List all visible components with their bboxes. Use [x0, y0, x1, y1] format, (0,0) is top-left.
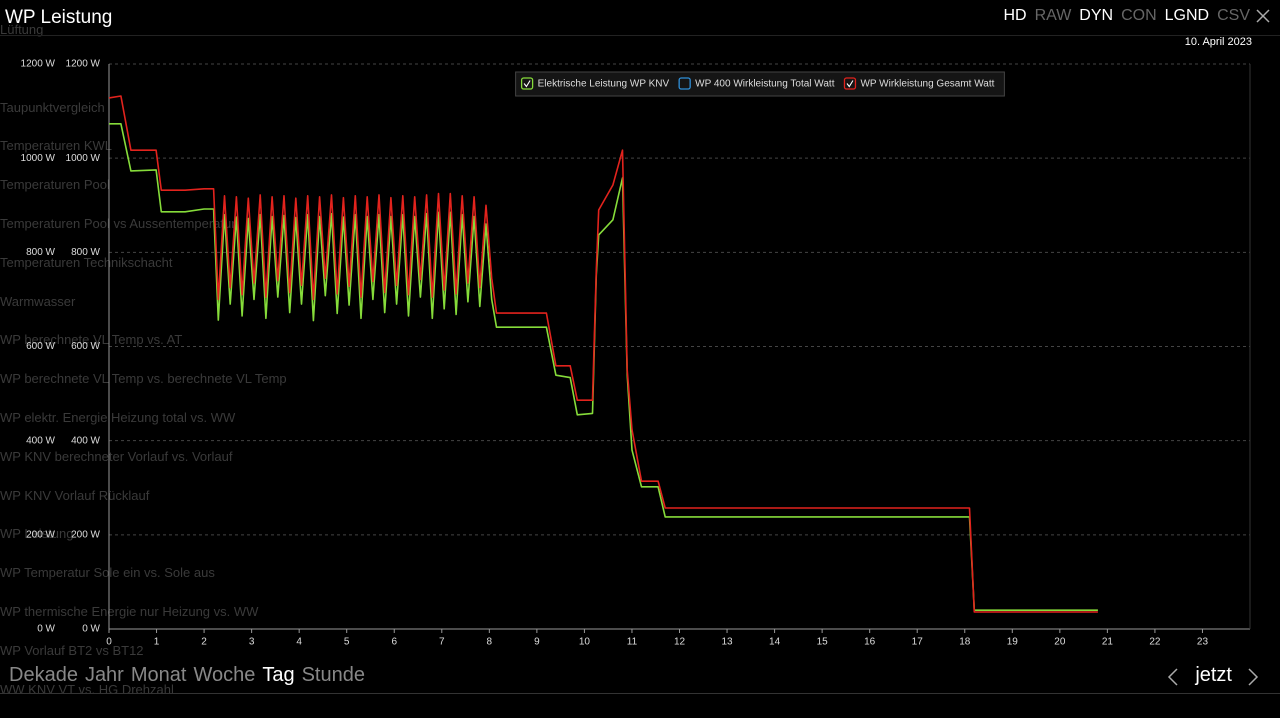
header-separator — [0, 35, 1280, 36]
y-tick-label: 600 W — [26, 341, 55, 352]
footer-separator — [0, 693, 1280, 694]
x-tick-label: 22 — [1149, 637, 1161, 648]
legend-label: Elektrische Leistung WP KNV — [538, 79, 670, 90]
x-tick-label: 9 — [534, 637, 540, 648]
x-tick-label: 19 — [1007, 637, 1019, 648]
y-tick-label: 1000 W — [21, 153, 56, 164]
y2-tick-label: 600 W — [71, 341, 100, 352]
menu-item[interactable]: Temperaturen KWL — [0, 138, 112, 154]
y-tick-label: 0 W — [37, 624, 55, 635]
menu-item[interactable]: Taupunktvergleich — [0, 99, 105, 115]
menu-item[interactable]: WP Temperatur Sole ein vs. Sole aus — [0, 565, 215, 581]
date: 10. April 2023 — [1184, 36, 1252, 48]
menu: Lüftung Taupunktvergleich Temperaturen KWL… — [0, 20, 287, 718]
x-tick-label: 4 — [296, 637, 302, 648]
legend: Elektrische Leistung WP KNV WP 400 Wirkle… — [515, 71, 1005, 97]
menu-item[interactable]: Warmwasser — [0, 293, 76, 309]
y-tick-label: 400 W — [26, 435, 55, 446]
x-tick-label: 14 — [769, 637, 781, 648]
legend-check — [523, 80, 531, 88]
toggle[interactable]: RAW — [1034, 7, 1072, 24]
legend-swatch — [520, 77, 534, 90]
x-tick-label: 6 — [391, 637, 397, 648]
range-button[interactable]: Tag — [262, 664, 295, 686]
legend-label: WP 400 Wirkleistung Total Watt — [695, 79, 835, 90]
toggle[interactable]: LGND — [1164, 7, 1210, 24]
x-tick-label: 21 — [1102, 637, 1114, 648]
legend-swatch — [678, 77, 691, 90]
series-line — [108, 95, 1098, 613]
x-tick-label: 12 — [674, 637, 686, 648]
toggle[interactable]: CSV — [1217, 7, 1250, 24]
range-button[interactable]: Woche — [193, 664, 256, 686]
toggle[interactable]: HD — [1003, 7, 1027, 24]
prev-arrow[interactable] — [1166, 667, 1180, 687]
range-button[interactable]: Jahr — [84, 664, 124, 686]
x-tick-label: 23 — [1197, 637, 1209, 648]
toggles: HD RAW DYN CON LGND CSV — [1003, 7, 1250, 25]
y-tick-label: 200 W — [26, 529, 55, 540]
x-tick-label: 13 — [721, 637, 733, 648]
menu-item[interactable]: WP berechnete VL Temp vs. AT — [0, 332, 183, 348]
y2-tick-label: 400 W — [71, 435, 100, 446]
menu-item[interactable]: WP Leistung — [0, 526, 74, 542]
x-tick-label: 11 — [627, 637, 638, 648]
toggle[interactable]: CON — [1121, 7, 1157, 24]
toggle[interactable]: DYN — [1079, 7, 1114, 24]
x-tick-label: 15 — [817, 637, 829, 648]
x-tick-label: 0 — [106, 637, 112, 648]
menu-item[interactable]: WP elektr. Energie Heizung total vs. WW — [0, 409, 236, 425]
menu-item[interactable]: WP thermische Energie nur Heizung vs. WW — [0, 603, 259, 619]
y2-tick-label: 1000 W — [66, 153, 101, 164]
menu-item[interactable]: Lüftung — [0, 22, 44, 37]
series-line — [109, 123, 1098, 611]
x-tick-label: 20 — [1054, 637, 1066, 648]
y2-tick-label: 1200 W — [66, 59, 101, 70]
legend-check — [846, 80, 854, 88]
y2-tick-label: 200 W — [71, 529, 100, 540]
close-icon[interactable] — [1256, 9, 1270, 23]
range-button[interactable]: Monat — [130, 664, 187, 686]
x-tick-label: 3 — [249, 637, 255, 648]
range-button[interactable]: Dekade — [9, 664, 78, 686]
x-tick-label: 16 — [864, 637, 876, 648]
legend-item[interactable]: WP 400 Wirkleistung Total Watt — [678, 77, 835, 90]
menu-item[interactable]: WP KNV Vorlauf Rücklauf — [0, 487, 150, 503]
x-tick-label: 8 — [487, 637, 493, 648]
y-tick-label: 800 W — [26, 247, 55, 258]
menu-item[interactable]: Temperaturen Technikschacht — [0, 254, 173, 270]
y2-tick-label: 0 W — [82, 624, 100, 635]
x-tick-label: 1 — [154, 637, 160, 648]
menu-item[interactable]: WP KNV berechneter Vorlauf vs. Vorlauf — [0, 448, 233, 464]
legend-box — [515, 71, 1005, 97]
legend-swatch — [843, 77, 857, 90]
page: Lüftung Taupunktvergleich Temperaturen KWL… — [0, 7, 1280, 697]
x-tick-label: 17 — [912, 637, 924, 648]
page-title: WP Leistung — [5, 7, 113, 28]
y2-tick-label: 800 W — [71, 247, 100, 258]
x-tick-label: 7 — [439, 637, 445, 648]
y-tick-label: 1200 W — [21, 59, 56, 70]
menu-item[interactable]: WW KNV VT vs. HG Drehzahl — [0, 681, 174, 697]
menu-item[interactable]: Temperaturen Pool — [0, 177, 110, 193]
x-tick-label: 5 — [344, 637, 350, 648]
menu-item[interactable]: Temperaturen Pool vs Aussentemperatur — [0, 215, 236, 231]
menu-item[interactable]: WP berechnete VL Temp vs. berechnete VL … — [0, 371, 287, 387]
x-tick-label: 18 — [959, 637, 971, 648]
now-button[interactable]: jetzt — [1195, 664, 1232, 686]
legend-label: WP Wirkleistung Gesamt Watt — [860, 79, 994, 90]
x-tick-label: 10 — [579, 637, 591, 648]
legend-item[interactable]: Elektrische Leistung WP KNV — [520, 77, 670, 90]
x-tick-label: 2 — [201, 637, 207, 648]
range-nav: Dekade Jahr Monat Woche Tag Stunde — [9, 664, 365, 687]
next-arrow[interactable] — [1246, 667, 1260, 687]
menu-item[interactable]: WP Vorlauf BT2 vs BT12 — [0, 642, 144, 658]
range-button[interactable]: Stunde — [301, 664, 365, 686]
legend-item[interactable]: WP Wirkleistung Gesamt Watt — [843, 77, 995, 90]
